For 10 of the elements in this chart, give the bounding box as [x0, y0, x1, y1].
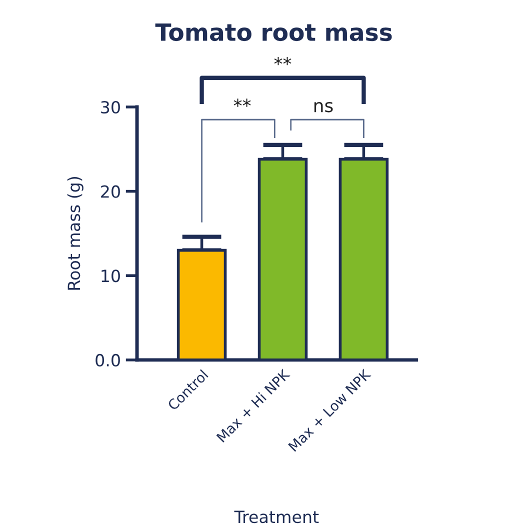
annotation: ns [314, 102, 333, 112]
y-tick-label: 0.0 [96, 354, 120, 367]
text: ** [234, 98, 251, 107]
y-axis-title: Root mass (g) [67, 177, 84, 290]
y-tick-label: 20 [101, 185, 120, 198]
text: ** [274, 56, 292, 66]
chart-title: Tomato root mass [155, 24, 392, 42]
y-tick-label: 30 [101, 100, 120, 114]
y-tick-label: 10 [102, 270, 120, 282]
x-axis-title: Treatment [234, 510, 319, 524]
